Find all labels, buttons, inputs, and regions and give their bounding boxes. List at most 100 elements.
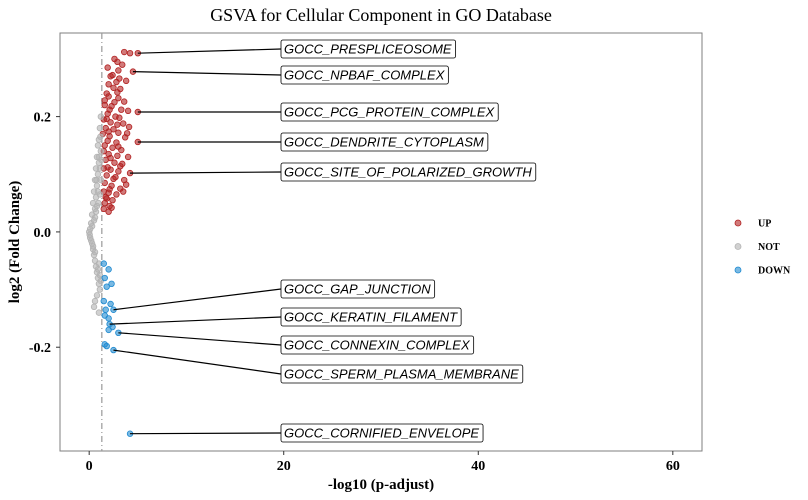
point-not <box>96 286 104 293</box>
point-up <box>111 159 118 166</box>
legend-key-down <box>734 266 742 274</box>
annotation-leader <box>113 349 282 375</box>
point-up <box>115 67 122 74</box>
point-up <box>124 153 132 161</box>
point-not <box>93 176 100 184</box>
point-up <box>112 173 119 181</box>
annotation-label: GOCC_SITE_OF_POLARIZED_GROWTH <box>280 162 537 182</box>
point-down <box>105 266 112 273</box>
point-down <box>105 315 112 322</box>
point-up <box>120 48 128 56</box>
annotation-leader <box>130 171 282 174</box>
point-not <box>91 214 99 221</box>
point-up <box>105 128 112 135</box>
annotation-box <box>280 162 537 182</box>
annotation-leader <box>130 432 282 435</box>
annotation-label: GOCC_PRESPLICEOSOME <box>280 39 457 59</box>
point-up <box>114 152 121 160</box>
point-down <box>103 342 110 350</box>
point-up <box>115 168 122 175</box>
annotation-label: GOCC_PCG_PROTEIN_COMPLEX <box>280 102 499 122</box>
legend-key-up <box>734 219 742 227</box>
annotation-text: GOCC_GAP_JUNCTION <box>284 282 431 297</box>
point-not <box>97 147 105 155</box>
point-up <box>115 129 122 136</box>
point-up <box>115 143 122 150</box>
plot-panel <box>59 32 703 452</box>
annotation-label: GOCC_GAP_JUNCTION <box>280 279 436 299</box>
annotation-label: GOCC_SPERM_PLASMA_MEMBRANE <box>280 364 524 384</box>
annotation-box <box>280 423 484 443</box>
annotation-text: GOCC_CORNIFIED_ENVELOPE <box>284 426 479 441</box>
point-down <box>103 283 110 290</box>
point-up <box>114 89 121 96</box>
point-up <box>124 107 132 115</box>
point-up <box>120 188 127 195</box>
annotation-text: GOCC_NPBAF_COMPLEX <box>284 68 446 83</box>
x-tick-label: 60 <box>666 459 680 474</box>
point-up <box>103 115 110 123</box>
point-up <box>101 97 108 104</box>
annotation-leader <box>132 71 282 76</box>
point-down <box>109 323 116 331</box>
point-up <box>110 84 117 91</box>
point-not <box>96 191 104 198</box>
point-up <box>103 195 110 202</box>
point-up <box>100 205 107 213</box>
annotation-label: GOCC_KERATIN_FILAMENT <box>280 307 462 327</box>
point-not <box>97 133 104 140</box>
point-up <box>104 64 111 71</box>
point-up <box>105 81 112 88</box>
annotation-leader <box>118 332 282 346</box>
point-up <box>108 204 115 211</box>
point-up <box>118 106 125 113</box>
point-down <box>108 280 115 287</box>
point-down <box>102 306 109 313</box>
annotation-text: GOCC_DENDRITE_CYTOPLASM <box>284 135 484 150</box>
point-not <box>92 208 100 215</box>
point-up <box>107 154 114 162</box>
point-not <box>94 266 102 273</box>
point-not <box>98 156 105 164</box>
point-up <box>122 181 130 188</box>
legend-label: UP <box>758 219 771 230</box>
chart-title: GSVA for Cellular Component in GO Databa… <box>210 5 552 25</box>
point-not <box>95 199 102 207</box>
point-down <box>107 300 114 308</box>
x-tick-label: 0 <box>86 459 93 474</box>
point-not <box>90 303 98 311</box>
point-up <box>122 77 130 85</box>
point-up <box>104 164 111 171</box>
point-up <box>105 93 112 100</box>
point-not <box>94 142 102 149</box>
point-not <box>93 182 101 189</box>
point-not <box>95 309 103 316</box>
annotation-leader <box>109 316 282 325</box>
x-tick-label: 20 <box>277 459 291 474</box>
annotation-text: GOCC_CONNEXIN_COMPLEX <box>284 338 471 353</box>
annotation-box <box>280 364 524 384</box>
point-not <box>96 124 104 132</box>
point-not <box>91 297 99 305</box>
point-up <box>114 121 121 128</box>
annotation-box <box>280 335 475 355</box>
point-not <box>97 113 105 120</box>
point-up <box>106 186 113 193</box>
point-up <box>113 191 120 198</box>
point-up <box>116 114 123 121</box>
point-up <box>120 120 127 127</box>
legend-label: NOT <box>758 242 780 253</box>
annotation-leader <box>113 288 282 311</box>
legend-label: DOWN <box>758 266 791 277</box>
point-not <box>91 248 99 256</box>
point-up <box>109 144 116 151</box>
point-not <box>89 243 97 250</box>
point-not <box>93 292 101 299</box>
annotation-box <box>280 307 462 327</box>
annotation-text: GOCC_SPERM_PLASMA_MEMBRANE <box>284 367 519 382</box>
annotation-box <box>280 65 449 85</box>
point-up <box>116 75 123 82</box>
annotation-label: GOCC_CONNEXIN_COMPLEX <box>280 335 475 355</box>
point-up <box>107 119 114 126</box>
